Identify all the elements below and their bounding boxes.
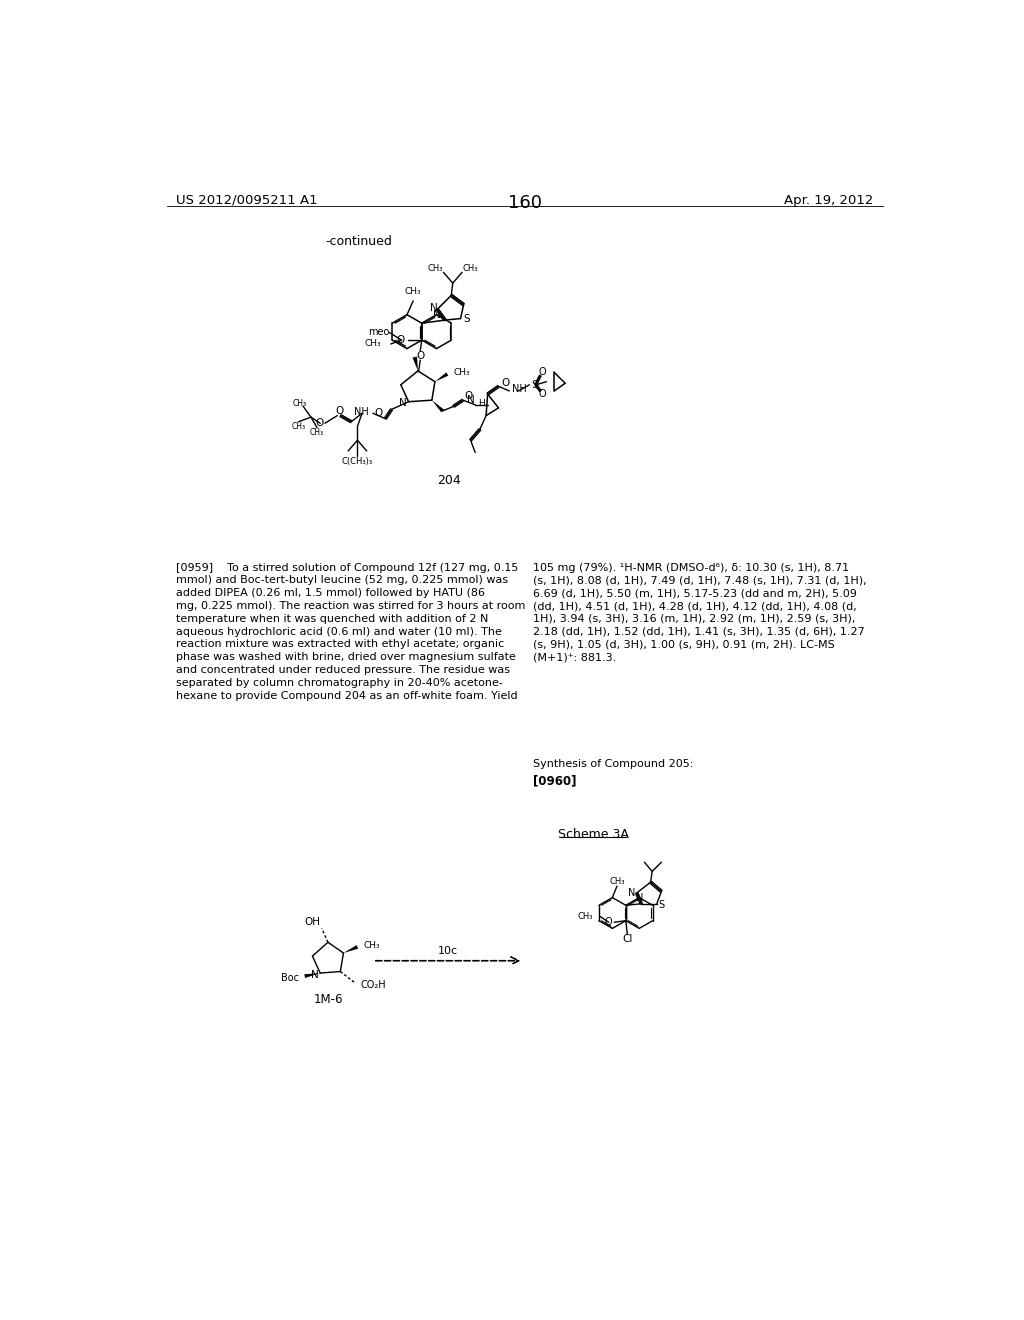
Text: O: O [416,351,424,360]
Text: N: N [468,395,475,405]
Text: N: N [628,888,635,898]
Text: C(CH₃)₃: C(CH₃)₃ [342,457,373,466]
Text: CH₃: CH₃ [364,941,380,950]
Text: 105 mg (79%). ¹H-NMR (DMSO-d⁶), δ: 10.30 (s, 1H), 8.71
(s, 1H), 8.08 (d, 1H), 7.: 105 mg (79%). ¹H-NMR (DMSO-d⁶), δ: 10.30… [532,562,866,663]
Text: CH₃: CH₃ [428,264,443,273]
Polygon shape [413,356,418,371]
Text: O: O [604,917,612,927]
Text: 204: 204 [437,474,461,487]
Text: H: H [478,399,485,408]
Text: CH₃: CH₃ [454,368,470,378]
Text: Synthesis of Compound 205:: Synthesis of Compound 205: [532,759,693,770]
Text: CH₃: CH₃ [462,264,477,273]
Text: CH₃: CH₃ [404,288,422,296]
Text: CH₃: CH₃ [293,399,307,408]
Text: S: S [464,314,470,323]
Text: NH: NH [353,407,369,417]
Text: 1M-6: 1M-6 [313,993,343,1006]
Text: O: O [396,335,404,345]
Text: N: N [311,970,318,979]
Text: S: S [658,900,665,911]
Text: CO₂H: CO₂H [360,981,386,990]
Text: OH: OH [304,917,321,927]
Text: N: N [399,399,408,408]
Text: N: N [636,892,643,903]
Text: Boc: Boc [281,973,299,982]
Text: meo: meo [369,327,390,338]
Text: 160: 160 [508,194,542,211]
Text: CH₃: CH₃ [365,339,382,348]
Text: [0960]: [0960] [532,775,577,788]
Text: 10c: 10c [438,946,458,957]
Text: CH₃: CH₃ [578,912,593,920]
Text: US 2012/0095211 A1: US 2012/0095211 A1 [176,194,317,207]
Text: O: O [335,407,343,416]
Text: Apr. 19, 2012: Apr. 19, 2012 [784,194,873,207]
Text: Scheme 3A: Scheme 3A [557,829,629,841]
Text: O: O [315,418,324,428]
Text: NH: NH [512,384,527,395]
Polygon shape [435,372,449,381]
Polygon shape [343,945,358,953]
Text: N: N [433,310,440,319]
Text: O: O [502,379,510,388]
Text: O: O [538,389,546,399]
Text: Cl: Cl [623,935,633,944]
Text: [0959]    To a stirred solution of Compound 12f (127 mg, 0.15
mmol) and Boc-tert: [0959] To a stirred solution of Compound… [176,562,525,701]
Text: CH₃: CH₃ [292,422,305,430]
Text: N: N [429,302,437,313]
Polygon shape [432,400,444,412]
Text: O: O [465,391,473,400]
Text: CH₃: CH₃ [609,876,625,886]
Text: O: O [538,367,546,378]
Text: -continued: -continued [326,235,392,248]
Text: CH₃: CH₃ [310,428,325,437]
Text: S: S [531,380,539,389]
Text: O: O [374,408,382,418]
Polygon shape [304,973,321,978]
